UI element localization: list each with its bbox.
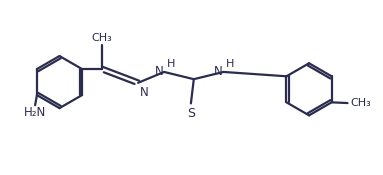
Text: CH₃: CH₃ [92, 33, 112, 43]
Text: H₂N: H₂N [24, 106, 46, 119]
Text: N: N [140, 86, 149, 99]
Text: H: H [226, 59, 235, 69]
Text: CH₃: CH₃ [350, 98, 371, 108]
Text: N: N [155, 65, 164, 78]
Text: N: N [214, 65, 223, 78]
Text: H: H [167, 59, 175, 69]
Text: S: S [187, 107, 195, 120]
